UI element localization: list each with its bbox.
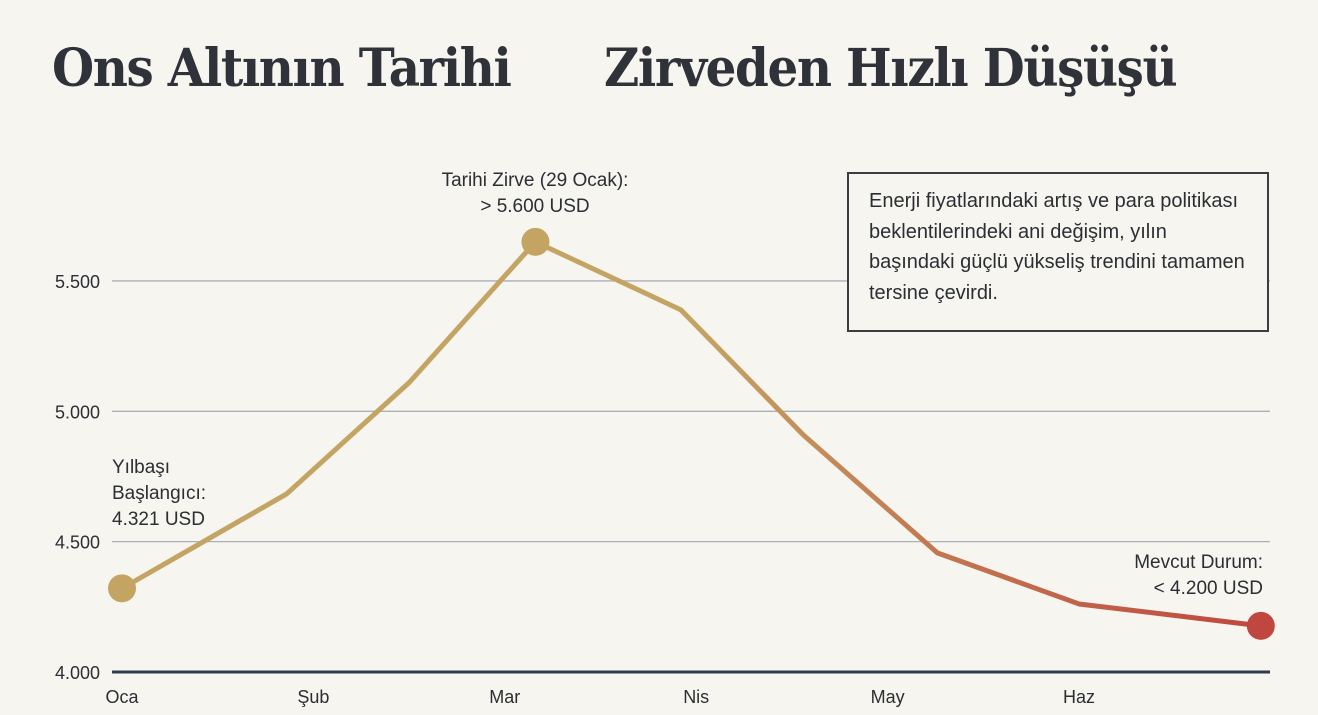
annotation-label: < 4.200 USD — [1154, 578, 1263, 599]
y-tick-label: 4.500 — [55, 533, 100, 553]
annotation-label: > 5.600 USD — [480, 196, 589, 217]
y-tick-label: 5.500 — [55, 272, 100, 292]
chart-title-right: Zirveden Hızlı Düşüşü — [604, 38, 1178, 99]
price-line — [119, 239, 1264, 629]
annotated-point-marker — [521, 227, 550, 256]
x-tick-label: May — [871, 687, 905, 707]
chart-title-left: Ons Altının Tarihi — [52, 38, 512, 99]
annotation-note-box: Enerji fiyatlarındaki artış ve para poli… — [847, 172, 1269, 332]
y-tick-label: 5.000 — [55, 402, 100, 422]
x-tick-label: Oca — [105, 687, 139, 707]
annotation-label: Mevcut Durum: — [1134, 552, 1263, 573]
annotation-label: Başlangıcı: — [112, 483, 206, 504]
x-tick-label: Nis — [683, 687, 709, 707]
x-tick-label: Haz — [1063, 687, 1095, 707]
annotation-label: 4.321 USD — [112, 509, 205, 530]
y-tick-label: 4.000 — [55, 663, 100, 683]
x-tick-label: Şub — [297, 687, 329, 707]
x-tick-label: Mar — [489, 687, 520, 707]
annotation-label: Yılbaşı — [112, 457, 170, 478]
annotation-label: Tarihi Zirve (29 Ocak): — [442, 170, 629, 191]
annotated-point-marker — [1246, 611, 1275, 640]
annotated-point-marker — [108, 574, 136, 603]
